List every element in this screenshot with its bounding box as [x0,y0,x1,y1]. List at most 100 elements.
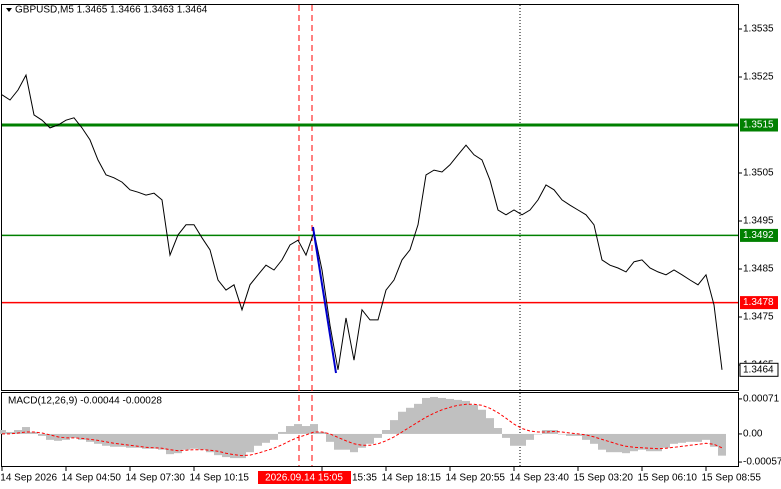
histogram-bar [110,433,118,447]
x-tick-label: 14 Sep 2026 [0,473,57,484]
chart-title: GBPUSD,M5 1.3465 1.3466 1.3463 1.3464 [15,5,208,16]
x-tick-label: 15 Sep 03:20 [574,473,634,484]
x-tick-label: 14 Sep 10:15 [190,473,250,484]
histogram-bar [206,433,214,453]
y-tick-label: 0.00 [743,429,763,440]
last-price-label: 1.3464 [743,364,774,375]
histogram-bar [566,433,574,436]
histogram-bar [662,433,670,448]
y-tick-label: 1.3535 [743,24,774,35]
x-tick-label: 14 Sep 20:55 [446,473,506,484]
level-label-box [740,296,778,310]
histogram-bar [166,433,174,455]
y-tick-label: -0.00057 [743,457,781,468]
x-tick-label: 15 Sep 08:55 [702,473,762,484]
histogram-bar [86,433,94,442]
histogram-bar [134,433,142,448]
histogram-bar [62,433,70,440]
histogram-bar [222,433,230,458]
histogram-bar [358,433,366,448]
x-tick-label: 15 Sep 06:10 [638,473,698,484]
histogram-bar [318,431,326,434]
histogram-bar [558,433,566,435]
histogram-bar [390,420,398,434]
histogram-bar [710,433,718,447]
histogram-bar [150,433,158,449]
signal-line [2,403,723,457]
histogram-bar [622,433,630,454]
histogram-bar [422,397,430,434]
histogram-bar [406,407,414,434]
histogram-bar [302,426,310,434]
level-label: 1.3515 [743,120,774,131]
histogram-bar [78,433,86,440]
histogram-bar [182,433,190,450]
histogram-bar [534,433,542,435]
histogram-bar [694,433,702,442]
histogram-bar [646,433,654,452]
histogram-bar [142,433,150,449]
histogram-bar [366,433,374,444]
macd-title: MACD(12,26,9) -0.00044 -0.00028 [8,396,162,407]
histogram-bar [398,411,406,434]
histogram-bar [94,433,102,444]
cursor-label-box [258,471,351,484]
histogram-bar [454,399,462,434]
histogram-bar [230,433,238,459]
histogram-bar [574,433,582,436]
histogram-bar [198,433,206,450]
histogram-bar [446,398,454,434]
x-tick-label: 14 Sep 23:40 [510,473,570,484]
histogram-bar [598,433,606,450]
price-line [1,73,723,370]
histogram-bar [30,431,38,434]
menu-arrow[interactable] [6,8,12,12]
histogram-bar [334,433,342,450]
level-label: 1.3478 [743,297,774,308]
histogram-bar [526,433,534,440]
x-tick-label: 14 Sep 07:30 [126,473,186,484]
trend-line [312,226,337,374]
histogram-bar [294,424,302,434]
x-tick-label: 15:35 [352,473,377,484]
last-price-box [739,362,779,377]
histogram-bar [654,433,662,452]
histogram-bar [518,433,526,446]
price-panel-frame [1,4,739,391]
histogram-bar [582,433,590,440]
histogram-bar [70,433,78,438]
histogram-bar [190,433,198,449]
histogram-bar [486,418,494,434]
histogram-bar [470,404,478,434]
cursor-label: 2026.09.14 15:05 [265,473,343,484]
level-label-box [740,228,778,242]
histogram-bar [414,403,422,434]
histogram-bar [374,433,382,438]
histogram-bar [382,429,390,434]
histogram-bar [686,433,694,442]
y-tick-label: 1.3485 [743,264,774,275]
histogram-bar [678,433,686,443]
histogram-bar [590,433,598,444]
histogram-bar [46,433,54,440]
histogram-bar [262,433,270,443]
histogram-bar [158,433,166,450]
level-label: 1.3492 [743,230,774,241]
histogram-bar [14,429,22,434]
histogram-bar [350,433,358,453]
y-tick-label: 1.3525 [743,72,774,83]
y-tick-label: 1.3495 [743,216,774,227]
histogram-bar [542,429,550,434]
histogram-bar [310,424,318,434]
macd-panel-frame [1,392,739,467]
histogram-bar [238,433,246,459]
histogram-bar [702,433,710,440]
level-label-box [740,118,778,132]
histogram-bar [342,433,350,450]
histogram-bar [246,433,254,453]
histogram-bar [174,433,182,454]
histogram-bar [438,397,446,434]
histogram-bar [0,429,6,434]
